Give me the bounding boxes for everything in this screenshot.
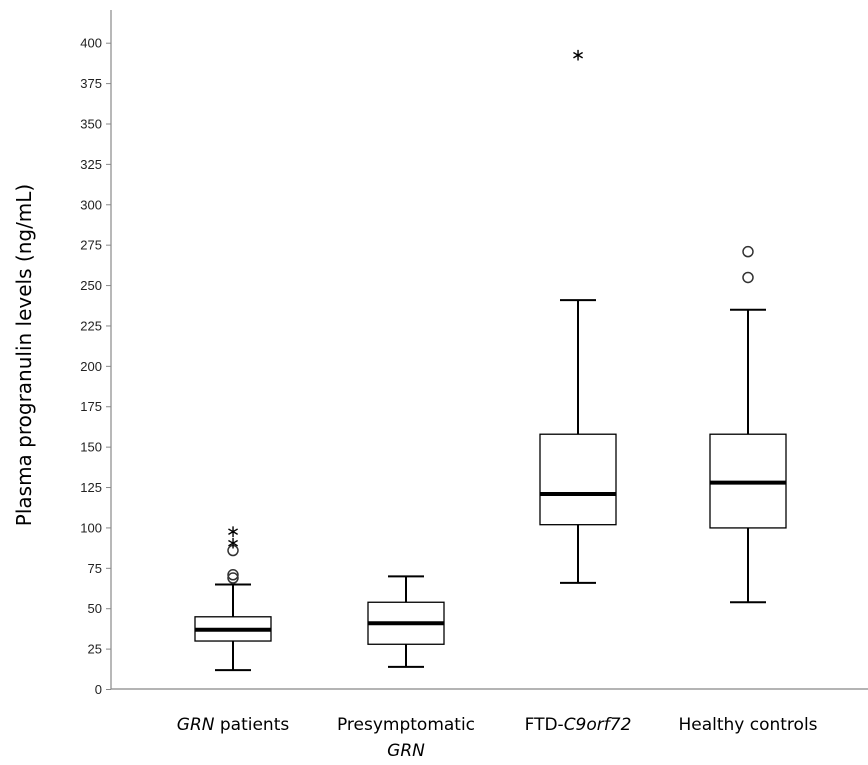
y-tick-label: 275 [80,238,102,253]
y-tick-label: 300 [80,197,102,212]
y-tick-label: 200 [80,359,102,374]
x-category-labels: GRN patients Presymptomatic GRN FTD-C9orf72… [177,715,818,761]
y-tick-label: 350 [80,116,102,131]
y-tick-label: 75 [88,561,102,576]
box-group: ∗∗ [194,522,272,672]
y-tick-label: 125 [80,480,102,495]
outlier-point [742,245,754,258]
x-category-label: GRN patients [177,715,290,735]
x-category-label: Healthy controls [678,715,817,735]
y-tick-label: 175 [80,399,102,414]
x-category-label: GRN [387,741,425,761]
box-group: ∗ [539,46,617,584]
y-tick-label: 25 [88,642,102,657]
extreme-point: ∗ [226,522,240,542]
y-tick-label: 400 [80,36,102,51]
outlier-point [227,569,239,581]
y-tick-label: 375 [80,76,102,91]
y-axis-label: Plasma progranulin levels (ng/mL) [12,184,36,526]
x-category-label: FTD-C9orf72 [525,715,632,735]
y-ticks: 0 25 50 75 100 125 150 175 200 225 250 275 300 325 350… [80,36,111,697]
y-tick-label: 225 [80,318,102,333]
y-tick-label: 100 [80,520,102,535]
y-tick-label: 50 [88,601,102,616]
extreme-point: ∗ [226,533,240,553]
axes [110,10,868,690]
y-tick-label: 250 [80,278,102,293]
extreme-point: ∗ [571,46,585,66]
outlier-point [227,572,239,584]
box-group [709,245,787,604]
boxes: ∗∗∗ [194,46,787,672]
y-tick-label: 150 [80,440,102,455]
box-group [367,575,445,668]
outlier-point [227,544,239,557]
y-tick-label: 325 [80,157,102,172]
y-tick-label: 0 [95,682,102,697]
outlier-point [742,271,754,284]
box-iqr [539,433,617,526]
x-category-label: Presymptomatic [337,715,475,735]
